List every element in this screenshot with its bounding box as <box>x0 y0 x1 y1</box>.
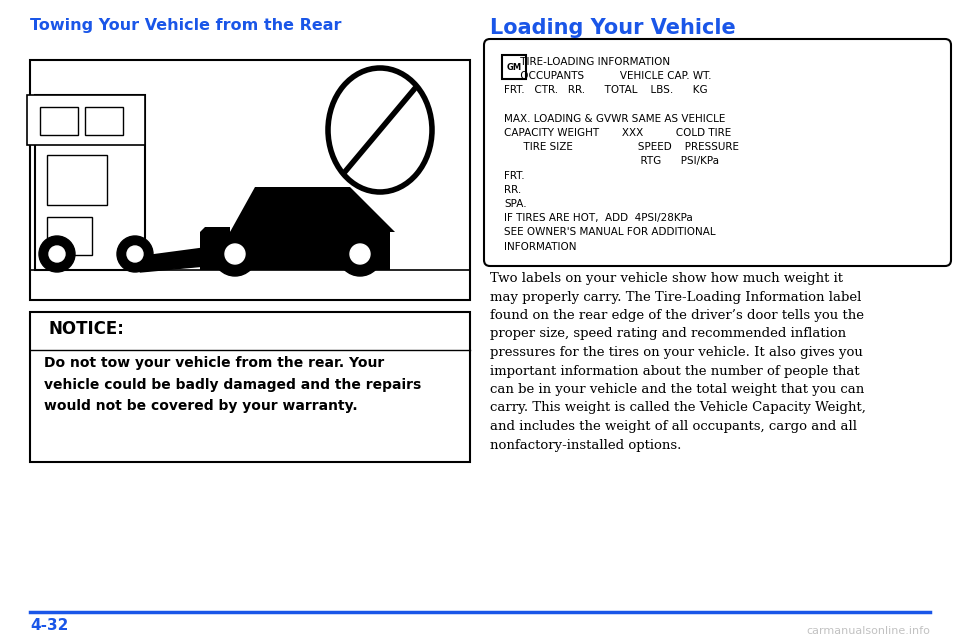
FancyBboxPatch shape <box>484 39 951 266</box>
Bar <box>47 155 107 205</box>
Circle shape <box>117 236 153 272</box>
Bar <box>27 95 145 145</box>
Text: OCCUPANTS           VEHICLE CAP. WT.: OCCUPANTS VEHICLE CAP. WT. <box>504 71 711 81</box>
Text: can be in your vehicle and the total weight that you can: can be in your vehicle and the total wei… <box>490 383 864 396</box>
Text: TIRE SIZE                    SPEED    PRESSURE: TIRE SIZE SPEED PRESSURE <box>504 142 739 152</box>
Bar <box>40 107 78 135</box>
Text: FRT.: FRT. <box>504 171 524 180</box>
Text: TIRE-LOADING INFORMATION: TIRE-LOADING INFORMATION <box>504 57 670 67</box>
Text: Two labels on your vehicle show how much weight it: Two labels on your vehicle show how much… <box>490 272 843 285</box>
Text: may properly carry. The Tire-Loading Information label: may properly carry. The Tire-Loading Inf… <box>490 291 861 303</box>
Text: 4-32: 4-32 <box>30 618 68 633</box>
Polygon shape <box>140 250 205 272</box>
Text: GM: GM <box>507 63 521 72</box>
Text: carry. This weight is called the Vehicle Capacity Weight,: carry. This weight is called the Vehicle… <box>490 401 866 415</box>
Text: SPA.: SPA. <box>504 199 527 209</box>
Text: and includes the weight of all occupants, cargo and all: and includes the weight of all occupants… <box>490 420 857 433</box>
Text: Do not tow your vehicle from the rear. Your
vehicle could be badly damaged and t: Do not tow your vehicle from the rear. Y… <box>44 356 421 413</box>
Bar <box>200 232 390 270</box>
Text: NOTICE:: NOTICE: <box>48 320 124 338</box>
Bar <box>30 60 470 300</box>
Text: INFORMATION: INFORMATION <box>504 241 577 252</box>
Text: MAX. LOADING & GVWR SAME AS VEHICLE: MAX. LOADING & GVWR SAME AS VEHICLE <box>504 114 726 124</box>
Circle shape <box>127 246 143 262</box>
Bar <box>30 312 470 462</box>
Text: CAPACITY WEIGHT       XXX          COLD TIRE: CAPACITY WEIGHT XXX COLD TIRE <box>504 128 732 138</box>
Text: found on the rear edge of the driver’s door tells you the: found on the rear edge of the driver’s d… <box>490 309 864 322</box>
Text: nonfactory-installed options.: nonfactory-installed options. <box>490 438 682 451</box>
Text: RR.: RR. <box>504 185 521 195</box>
Circle shape <box>39 236 75 272</box>
Text: important information about the number of people that: important information about the number o… <box>490 365 859 378</box>
Text: FRT.   CTR.   RR.      TOTAL    LBS.      KG: FRT. CTR. RR. TOTAL LBS. KG <box>504 85 708 95</box>
Text: IF TIRES ARE HOT,  ADD  4PSI/28KPa: IF TIRES ARE HOT, ADD 4PSI/28KPa <box>504 213 693 223</box>
Text: Towing Your Vehicle from the Rear: Towing Your Vehicle from the Rear <box>30 18 342 33</box>
Bar <box>47 217 92 255</box>
Bar <box>85 107 123 135</box>
Polygon shape <box>230 187 395 232</box>
Text: proper size, speed rating and recommended inflation: proper size, speed rating and recommende… <box>490 328 846 340</box>
Circle shape <box>49 246 65 262</box>
Text: SEE OWNER'S MANUAL FOR ADDITIONAL: SEE OWNER'S MANUAL FOR ADDITIONAL <box>504 227 715 237</box>
Circle shape <box>338 232 382 276</box>
Text: pressures for the tires on your vehicle. It also gives you: pressures for the tires on your vehicle.… <box>490 346 863 359</box>
Bar <box>35 95 145 270</box>
Text: carmanualsonline.info: carmanualsonline.info <box>806 626 930 636</box>
Text: Loading Your Vehicle: Loading Your Vehicle <box>490 18 735 38</box>
Circle shape <box>225 244 245 264</box>
Circle shape <box>213 232 257 276</box>
Polygon shape <box>200 227 230 232</box>
Text: RTG      PSI/KPa: RTG PSI/KPa <box>504 156 719 166</box>
Circle shape <box>350 244 370 264</box>
Bar <box>502 55 526 79</box>
